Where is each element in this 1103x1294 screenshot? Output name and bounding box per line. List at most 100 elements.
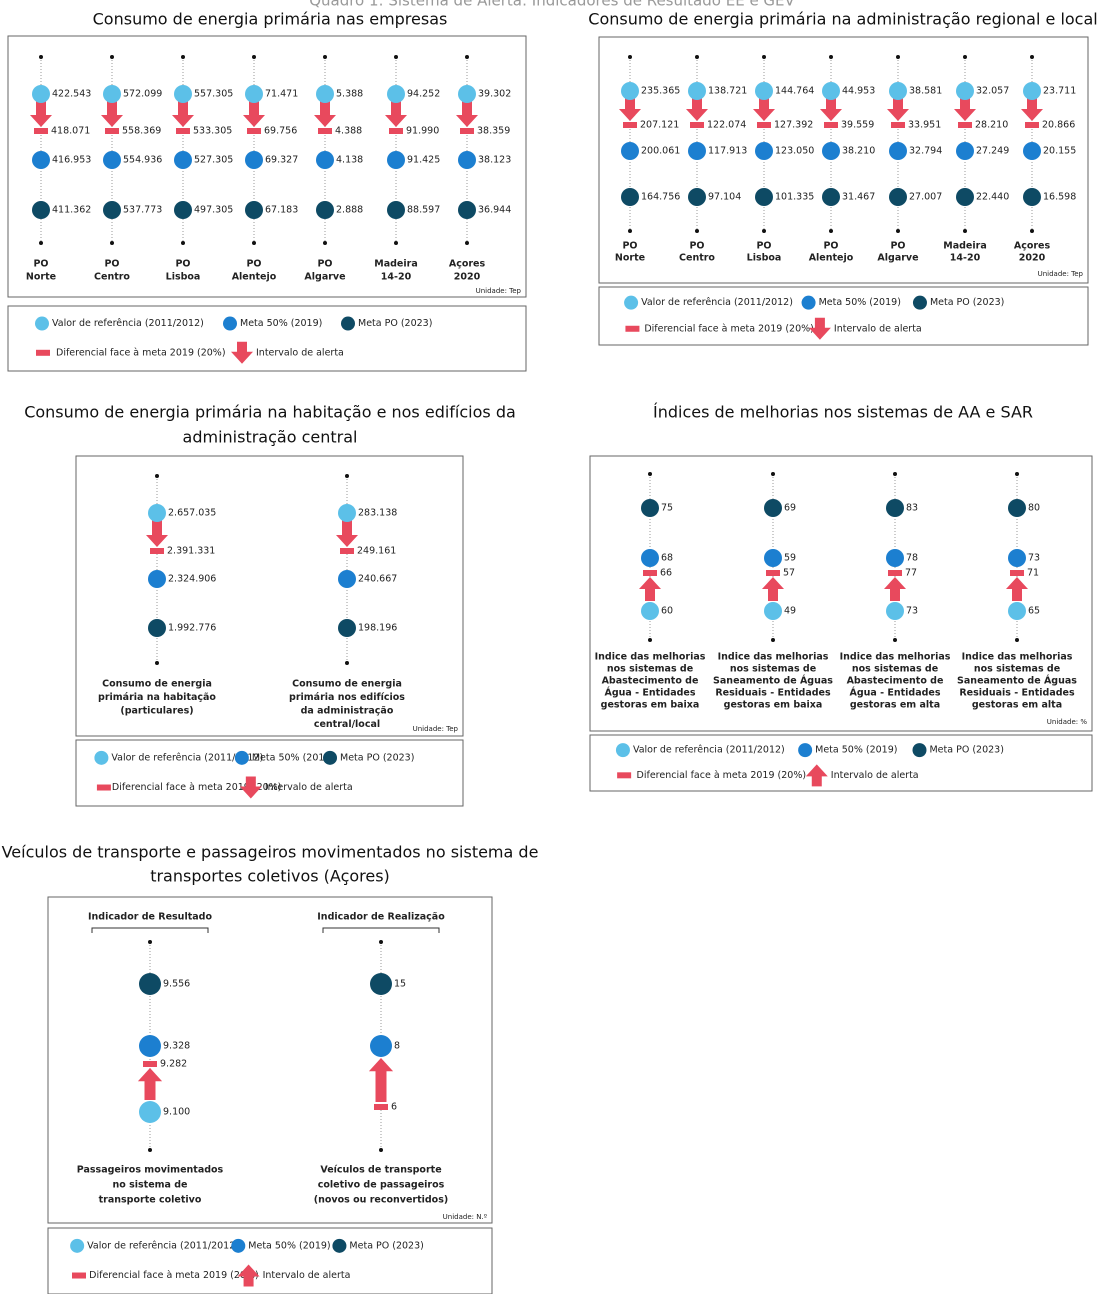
end-dot bbox=[1015, 638, 1019, 642]
alert-arrow bbox=[30, 101, 52, 127]
meta_po-marker bbox=[822, 188, 840, 206]
end-dot bbox=[963, 55, 967, 59]
meta_2019-value: 38.123 bbox=[478, 155, 511, 166]
legend-label: Diferencial face à meta 2019 (20%) bbox=[112, 782, 282, 793]
differential-value: 28.210 bbox=[975, 120, 1008, 131]
meta_po-value: 537.773 bbox=[123, 205, 162, 216]
reference-value: 283.138 bbox=[358, 508, 397, 519]
meta_po-value: 75 bbox=[661, 503, 673, 514]
meta_po-marker bbox=[1023, 188, 1041, 206]
panel-title: Consumo de energia primária na administr… bbox=[588, 10, 1097, 29]
meta_po-value: 101.335 bbox=[775, 192, 814, 203]
end-dot bbox=[155, 474, 159, 478]
meta_po-marker bbox=[621, 188, 639, 206]
reference-value: 73 bbox=[906, 606, 918, 617]
reference-marker bbox=[458, 85, 476, 103]
legend-label: Intervalo de alerta bbox=[265, 782, 353, 793]
differential-marker bbox=[318, 128, 332, 134]
meta_2019-value: 416.953 bbox=[52, 155, 91, 166]
reference-marker bbox=[174, 85, 192, 103]
legend-swatch bbox=[805, 764, 828, 787]
reference-marker bbox=[338, 504, 356, 522]
reference-marker bbox=[822, 82, 840, 100]
column-heading: Indicador de Resultado bbox=[88, 912, 212, 923]
meta_po-marker bbox=[370, 973, 392, 995]
meta_2019-value: 78 bbox=[906, 553, 918, 564]
reference-value: 32.057 bbox=[976, 86, 1009, 97]
reference-value: 572.099 bbox=[123, 89, 162, 100]
meta_2019-marker bbox=[139, 1035, 161, 1057]
column-label: Residuais - Entidades bbox=[715, 688, 831, 699]
legend-label: Meta PO (2023) bbox=[358, 318, 432, 329]
legend-label: Intervalo de alerta bbox=[263, 1270, 351, 1281]
column-label: Indice das melhorias bbox=[595, 652, 706, 663]
end-dot bbox=[110, 241, 114, 245]
differential-marker bbox=[623, 122, 637, 128]
meta_2019-value: 38.210 bbox=[842, 146, 875, 157]
bracket bbox=[91, 927, 209, 933]
column-label: central/local bbox=[314, 719, 380, 730]
column-label: (novos ou reconvertidos) bbox=[314, 1195, 448, 1206]
meta_2019-value: 73 bbox=[1028, 553, 1040, 564]
meta_po-value: 16.598 bbox=[1043, 192, 1076, 203]
meta_po-marker bbox=[458, 201, 476, 219]
meta_po-marker bbox=[755, 188, 773, 206]
differential-marker bbox=[958, 122, 972, 128]
column-label: nos sistemas de bbox=[852, 664, 938, 675]
panel-title: transportes coletivos (Açores) bbox=[150, 867, 390, 886]
meta_po-value: 164.756 bbox=[641, 192, 680, 203]
end-dot bbox=[323, 241, 327, 245]
end-dot bbox=[252, 241, 256, 245]
meta_po-value: 80 bbox=[1028, 503, 1040, 514]
alert-arrow bbox=[368, 1058, 394, 1102]
differential-value: 418.071 bbox=[51, 126, 90, 137]
meta_po-marker bbox=[641, 499, 659, 517]
meta_2019-marker bbox=[1023, 142, 1041, 160]
reference-marker bbox=[755, 82, 773, 100]
legend-box bbox=[47, 1227, 493, 1294]
alert-arrow bbox=[639, 577, 661, 601]
reference-value: 38.581 bbox=[909, 86, 942, 97]
meta_po-value: 67.183 bbox=[265, 205, 298, 216]
legend-label: Valor de referência (2011/2012) bbox=[87, 1240, 239, 1251]
end-dot bbox=[893, 472, 897, 476]
column-label: gestoras em baixa bbox=[724, 700, 823, 711]
end-dot bbox=[896, 229, 900, 233]
column-label: Saneamento de Águas bbox=[713, 675, 833, 687]
end-dot bbox=[345, 474, 349, 478]
meta_2019-marker bbox=[458, 151, 476, 169]
panel-title: Índices de melhorias nos sistemas de AA … bbox=[653, 403, 1033, 422]
legend-swatch bbox=[96, 784, 111, 791]
alert-arrow bbox=[1006, 577, 1028, 601]
legend-swatch bbox=[36, 349, 50, 356]
differential-value: 66 bbox=[660, 568, 672, 579]
panel-title: Consumo de energia primária na habitação… bbox=[24, 403, 516, 422]
column-label: Água - Entidades bbox=[849, 687, 940, 699]
column-label: gestoras em alta bbox=[850, 700, 940, 711]
end-dot bbox=[379, 940, 383, 944]
meta_po-marker bbox=[886, 499, 904, 517]
end-dot bbox=[155, 661, 159, 665]
legend-swatch bbox=[35, 316, 49, 331]
legend-label: Diferencial face à meta 2019 (20%) bbox=[89, 1270, 259, 1281]
end-dot bbox=[465, 241, 469, 245]
column-label: Madeira bbox=[374, 259, 417, 270]
legend-swatch bbox=[808, 317, 831, 340]
end-dot bbox=[762, 55, 766, 59]
differential-marker bbox=[824, 122, 838, 128]
column-label: Alentejo bbox=[809, 253, 854, 264]
legend-swatch bbox=[617, 772, 632, 779]
end-dot bbox=[648, 472, 652, 476]
legend-box bbox=[589, 734, 1093, 792]
column-label: PO bbox=[33, 259, 48, 270]
reference-value: 65 bbox=[1028, 606, 1040, 617]
column-label: da administração bbox=[301, 706, 394, 717]
differential-marker bbox=[643, 570, 657, 576]
legend-swatch bbox=[341, 316, 355, 331]
alert-arrow bbox=[101, 101, 123, 127]
meta_po-value: 15 bbox=[394, 979, 406, 990]
column-label: Indice das melhorias bbox=[962, 652, 1073, 663]
reference-marker bbox=[688, 82, 706, 100]
legend-swatch bbox=[624, 295, 639, 310]
